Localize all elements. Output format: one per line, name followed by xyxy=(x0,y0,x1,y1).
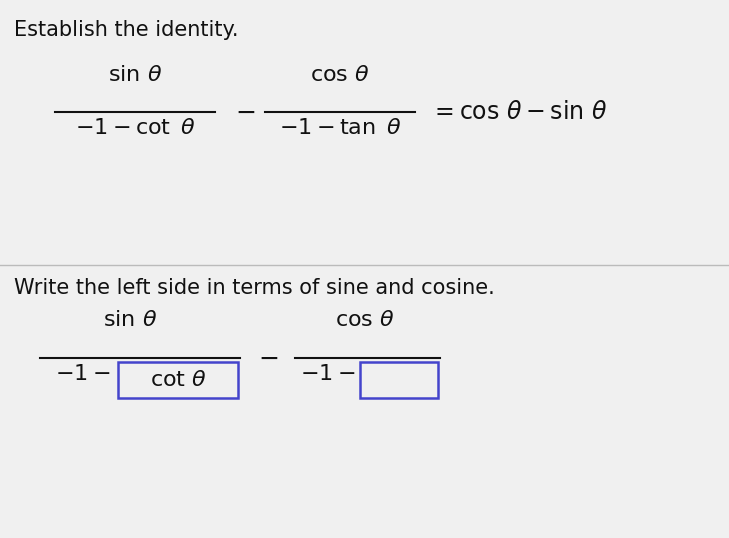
Text: Write the left side in terms of sine and cosine.: Write the left side in terms of sine and… xyxy=(14,278,495,298)
Text: $\mathrm{sin}\ \theta$: $\mathrm{sin}\ \theta$ xyxy=(108,65,162,85)
Text: $-$: $-$ xyxy=(258,346,278,370)
Text: Establish the identity.: Establish the identity. xyxy=(14,20,238,40)
Text: $-1-$: $-1-$ xyxy=(300,364,356,384)
Text: $-$: $-$ xyxy=(235,100,255,124)
Bar xyxy=(118,362,238,398)
Text: $\mathrm{sin}\ \theta$: $\mathrm{sin}\ \theta$ xyxy=(103,310,157,330)
Text: $-1-$: $-1-$ xyxy=(55,364,110,384)
Bar xyxy=(360,362,438,398)
Text: $\mathrm{cos}\ \theta$: $\mathrm{cos}\ \theta$ xyxy=(335,310,395,330)
Text: $-1-\cot\ \theta$: $-1-\cot\ \theta$ xyxy=(74,118,195,138)
Text: $= \mathrm{cos}\ \theta - \mathrm{sin}\ \theta$: $= \mathrm{cos}\ \theta - \mathrm{sin}\ … xyxy=(430,100,607,124)
Text: $-1-\tan\ \theta$: $-1-\tan\ \theta$ xyxy=(278,118,401,138)
Text: $\mathrm{cot}\ \theta$: $\mathrm{cot}\ \theta$ xyxy=(149,370,206,390)
Text: $\mathrm{cos}\ \theta$: $\mathrm{cos}\ \theta$ xyxy=(310,65,370,85)
